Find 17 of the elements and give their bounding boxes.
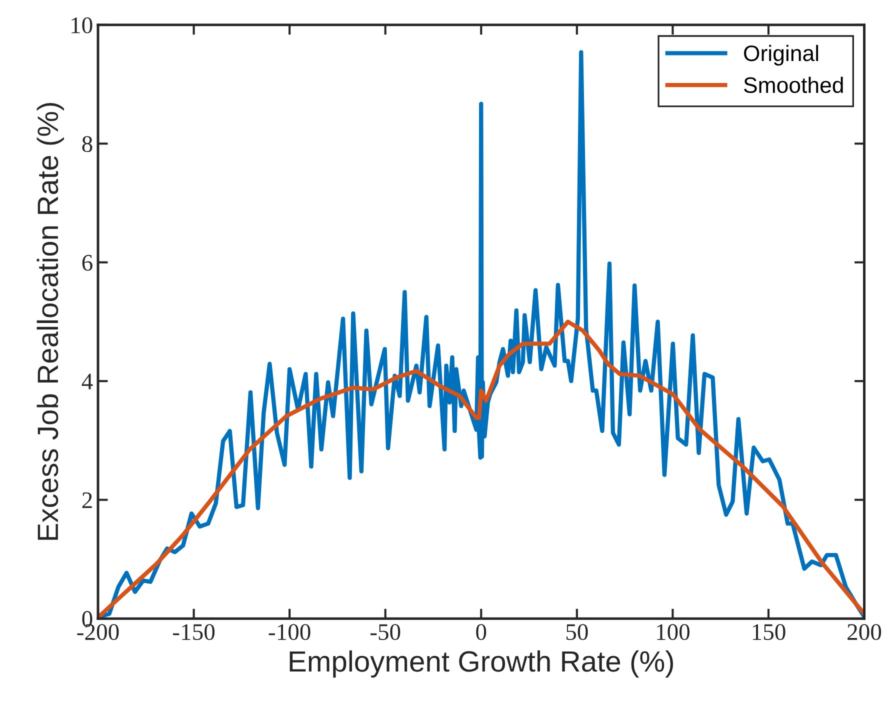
legend-label: Original xyxy=(744,44,818,66)
x-tick-label: -150 xyxy=(173,624,215,640)
x-tick-label: 0 xyxy=(476,624,486,640)
legend-label: Smoothed xyxy=(744,76,843,94)
y-tick-label: 6 xyxy=(82,254,92,271)
y-axis-title: Excess Job Reallocation Rate (%) xyxy=(36,103,64,540)
x-tick-label: 50 xyxy=(566,624,588,640)
x-tick-label: -100 xyxy=(268,624,310,640)
x-tick-label: 200 xyxy=(848,624,882,640)
y-tick-label: 8 xyxy=(82,136,92,152)
x-tick-label: -50 xyxy=(370,624,400,640)
y-tick-label: 2 xyxy=(82,492,92,508)
y-tick-label: 4 xyxy=(82,374,93,390)
y-tick-label: 10 xyxy=(72,17,92,34)
x-axis-title: Employment Growth Rate (%) xyxy=(290,650,674,678)
x-tick-label: 100 xyxy=(657,624,690,640)
x-tick-label: 150 xyxy=(752,624,786,640)
